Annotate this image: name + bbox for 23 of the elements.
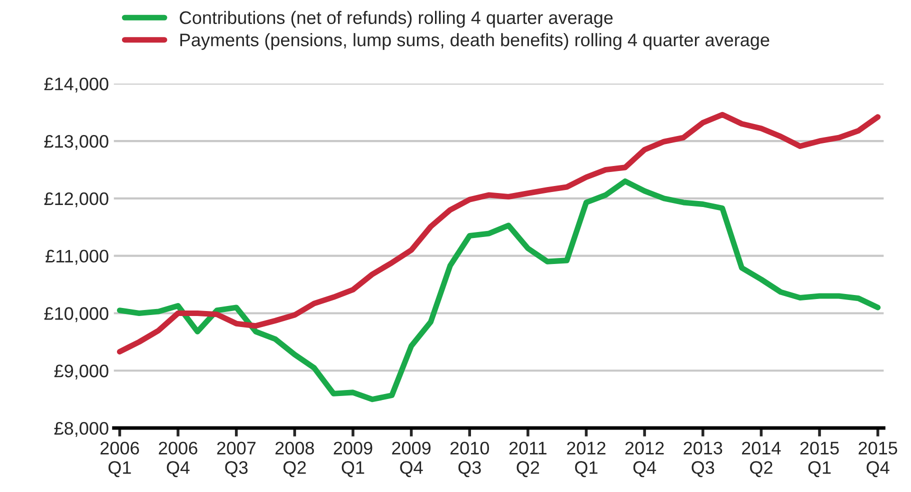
y-tick-label: £8,000 bbox=[54, 422, 108, 437]
y-tick-label: £13,000 bbox=[44, 134, 108, 150]
x-tick-label: 2015 Q4 bbox=[858, 442, 898, 478]
x-tick-label: 2007 Q3 bbox=[217, 442, 256, 478]
x-tick-label: 2006 Q1 bbox=[100, 442, 139, 478]
x-tick-label: 2014 Q2 bbox=[742, 442, 781, 478]
legend-label: Contributions (net of refunds) rolling 4 quarter average bbox=[180, 10, 613, 28]
x-tick-label: 2009 Q1 bbox=[334, 442, 372, 478]
x-tick-label: 2006 Q4 bbox=[158, 442, 198, 478]
x-tick-label: 2012 Q4 bbox=[625, 442, 664, 478]
y-tick-label: £14,000 bbox=[44, 78, 108, 92]
y-tick-label: £10,000 bbox=[44, 307, 108, 322]
x-tick-label: 2013 Q3 bbox=[684, 442, 722, 478]
y-tick-label: £9,000 bbox=[54, 364, 108, 380]
x-tick-label: 2009 Q4 bbox=[392, 442, 431, 478]
y-tick-label: £11,000 bbox=[46, 250, 108, 265]
x-tick-label: 2015 Q1 bbox=[800, 442, 839, 478]
y-tick-label: £12,000 bbox=[44, 192, 108, 208]
x-tick-label: 2011 Q2 bbox=[509, 442, 546, 478]
x-tick-label: 2012 Q1 bbox=[567, 442, 606, 478]
x-tick-label: 2008 Q2 bbox=[275, 442, 314, 478]
legend-label: Payments (pensions, lump sums, death benefits) rolling 4 quarter average bbox=[180, 33, 770, 50]
x-tick-label: 2010 Q3 bbox=[450, 442, 489, 478]
